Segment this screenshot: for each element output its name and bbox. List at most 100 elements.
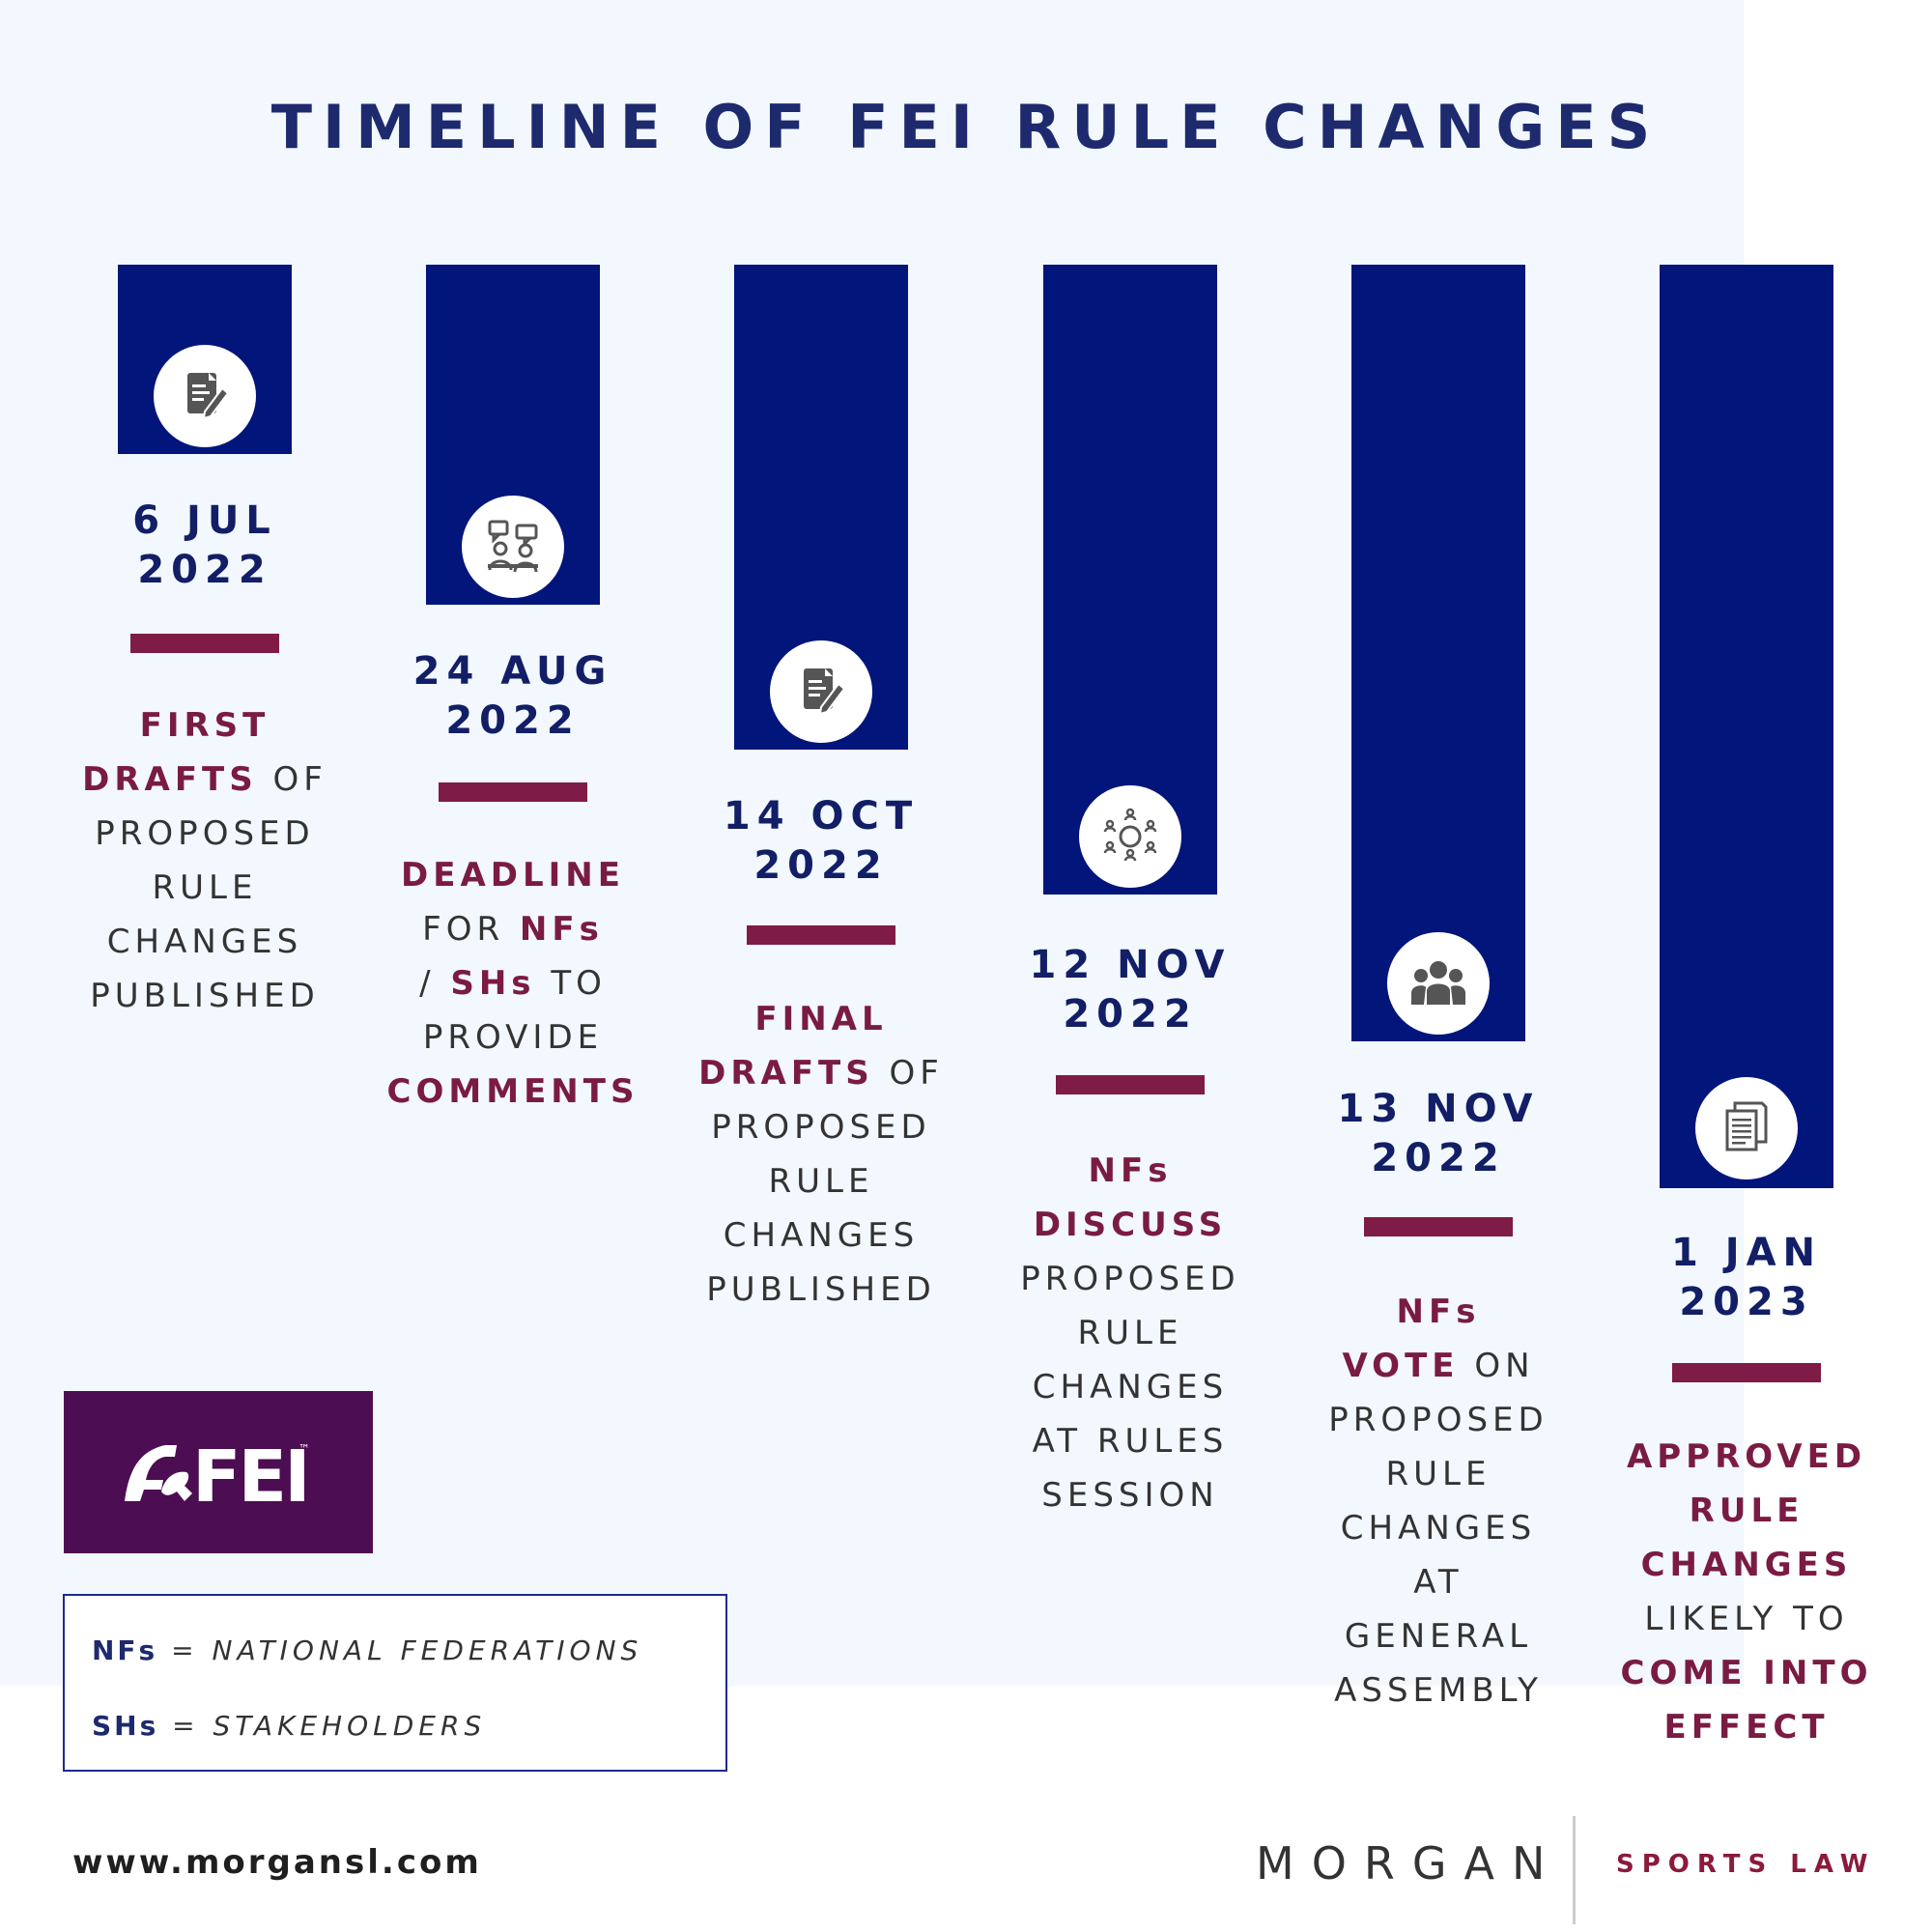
brand-name: MORGAN [1256, 1837, 1563, 1889]
description-highlight: NFs [1396, 1293, 1481, 1331]
milestone-date: 14 OCT 2022 [676, 792, 966, 891]
milestone-date: 24 AUG 2022 [368, 647, 658, 746]
website-link[interactable]: www.morgansl.com [72, 1843, 482, 1882]
milestone-divider [1364, 1217, 1513, 1236]
page-title: TIMELINE OF FEI RULE CHANGES [270, 92, 1662, 162]
milestone-date-year: 2023 [1679, 1280, 1814, 1324]
description-text: AT [1413, 1563, 1463, 1602]
description-text: OF [257, 760, 327, 799]
milestone-date: 13 NOV 2022 [1293, 1085, 1583, 1183]
description-text: LIKELY TO [1644, 1600, 1849, 1638]
milestone-date-day: 1 JAN [1670, 1231, 1823, 1275]
description-highlight: VOTE [1342, 1347, 1460, 1385]
milestone-date: 6 JUL 2022 [60, 497, 350, 595]
milestone-description: APPROVED RULE CHANGES LIKELY TO COME INTO EFF… [1602, 1430, 1891, 1754]
description-highlight: NFs [1088, 1151, 1173, 1190]
legend-row-shs: SHs = STAKEHOLDERS [92, 1710, 486, 1742]
meeting-circle-icon [1079, 785, 1181, 888]
description-text: RULE [1077, 1314, 1183, 1352]
description-highlight: DISCUSS [1033, 1206, 1228, 1244]
description-highlight: SHs [450, 964, 536, 1003]
description-highlight: EFFECT [1663, 1708, 1830, 1747]
timeline-bar [1351, 265, 1525, 1041]
description-text: / [419, 964, 451, 1003]
brand-subtitle: SPORTS LAW [1616, 1850, 1876, 1879]
legend-row-nfs: NFs = NATIONAL FEDERATIONS [92, 1634, 642, 1666]
milestone-divider [439, 782, 587, 802]
milestone-date-year: 2022 [137, 548, 272, 592]
milestone-date-year: 2022 [753, 843, 889, 888]
milestone-divider [130, 634, 279, 653]
description-text: CHANGES [1032, 1368, 1229, 1406]
description-highlight: RULE [1689, 1492, 1804, 1530]
description-highlight: DEADLINE [401, 856, 625, 895]
milestone-date-year: 2022 [1371, 1136, 1506, 1180]
description-text: TO [535, 964, 607, 1003]
description-text: ASSEMBLY [1334, 1671, 1543, 1710]
legend-equals: = [157, 1634, 213, 1666]
description-text: PROVIDE [422, 1018, 604, 1057]
milestone-description: FIRST DRAFTS OF PROPOSED RULE CHANGES PUBLISH… [60, 698, 350, 1023]
milestone-description: FINAL DRAFTS OF PROPOSED RULE CHANGES PUBLISH… [676, 992, 966, 1317]
description-text: PROPOSED [1328, 1401, 1548, 1439]
legend-full: NATIONAL FEDERATIONS [212, 1634, 643, 1666]
description-highlight: NFs [519, 910, 604, 949]
document-edit-icon [770, 640, 872, 743]
description-highlight: CHANGES [1640, 1546, 1853, 1584]
description-text: GENERAL [1344, 1617, 1533, 1656]
description-highlight: COMMENTS [386, 1072, 639, 1111]
description-highlight: DRAFTS [82, 760, 258, 799]
milestone-divider [1056, 1075, 1205, 1094]
milestone-description: DEADLINE FOR NFs / SHs TO PROVIDE COMMENTS [368, 848, 658, 1119]
svg-text:™: ™ [298, 1442, 310, 1456]
fei-logo: FEI ™ [64, 1391, 373, 1553]
description-text: RULE [768, 1162, 874, 1201]
brand-divider [1573, 1816, 1576, 1924]
legend-box: NFs = NATIONAL FEDERATIONS SHs = STAKEHO… [63, 1594, 727, 1772]
description-highlight: APPROVED [1626, 1437, 1867, 1476]
description-text: FOR [422, 910, 520, 949]
milestone-description: NFs DISCUSS PROPOSED RULE CHANGES AT RULES SES… [985, 1144, 1275, 1522]
group-icon [1387, 932, 1490, 1035]
timeline-bar [1660, 265, 1833, 1188]
milestone-date-day: 13 NOV [1337, 1087, 1540, 1131]
legend-equals: = [158, 1710, 213, 1742]
description-highlight: DRAFTS [698, 1054, 874, 1093]
legend-abbr: NFs [92, 1634, 158, 1666]
document-edit-icon [154, 345, 256, 447]
description-text: CHANGES [106, 923, 303, 961]
description-highlight: FINAL [754, 1000, 888, 1038]
description-highlight: FIRST [139, 706, 270, 745]
description-text: ON [1459, 1347, 1535, 1385]
discussion-icon [462, 496, 564, 598]
description-text: SESSION [1041, 1476, 1219, 1515]
description-text: RULE [152, 868, 258, 907]
description-text: OF [873, 1054, 944, 1093]
milestone-divider [747, 925, 895, 945]
legend-full: STAKEHOLDERS [213, 1710, 487, 1742]
milestone-date-year: 2022 [445, 698, 581, 743]
milestone-date: 12 NOV 2022 [985, 941, 1275, 1039]
description-text: AT RULES [1032, 1422, 1229, 1461]
description-text: CHANGES [1340, 1509, 1537, 1548]
description-text: PROPOSED [1020, 1260, 1240, 1298]
description-text: PROPOSED [711, 1108, 931, 1147]
milestone-date: 1 JAN 2023 [1602, 1229, 1891, 1327]
milestone-date-day: 14 OCT [723, 794, 920, 838]
description-text: PUBLISHED [706, 1270, 936, 1309]
milestone-date-year: 2022 [1063, 992, 1198, 1037]
milestone-date-day: 6 JUL [132, 498, 277, 543]
milestone-date-day: 12 NOV [1029, 943, 1232, 987]
description-highlight: COME INTO [1620, 1654, 1873, 1692]
milestone-date-day: 24 AUG [412, 649, 613, 694]
svg-text:FEI: FEI [192, 1435, 308, 1511]
legend-abbr: SHs [92, 1710, 159, 1742]
milestone-description: NFs VOTE ON PROPOSED RULE CHANGES AT GENERAL AS… [1293, 1285, 1583, 1718]
milestone-divider [1672, 1363, 1821, 1382]
description-text: RULE [1385, 1455, 1492, 1493]
fei-logo-icon: FEI ™ [125, 1435, 311, 1511]
description-text: PROPOSED [95, 814, 315, 853]
description-text: PUBLISHED [90, 977, 320, 1015]
description-text: CHANGES [723, 1216, 920, 1255]
document-stack-icon [1695, 1077, 1798, 1179]
